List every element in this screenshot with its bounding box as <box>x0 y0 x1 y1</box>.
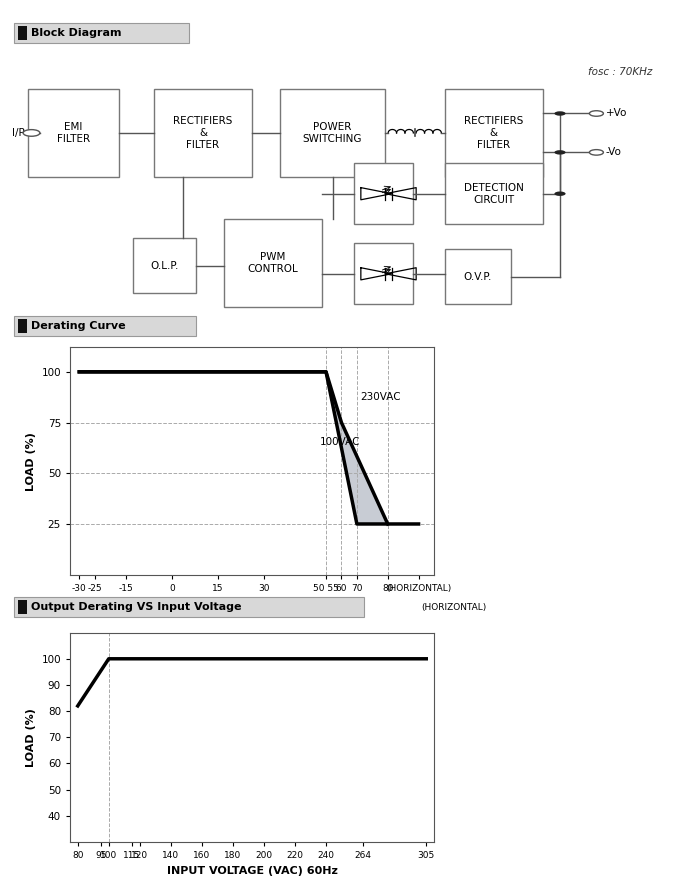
Bar <box>444 249 511 304</box>
Text: DETECTION
CIRCUIT: DETECTION CIRCUIT <box>463 183 524 205</box>
Polygon shape <box>79 372 388 524</box>
Text: Output Derating VS Input Voltage: Output Derating VS Input Voltage <box>31 601 242 612</box>
Text: 230VAC: 230VAC <box>360 392 400 402</box>
Text: POWER
SWITCHING: POWER SWITCHING <box>302 122 363 143</box>
Text: I/P: I/P <box>12 128 24 138</box>
Circle shape <box>23 129 40 136</box>
Text: RECTIFIERS
&
FILTER: RECTIFIERS & FILTER <box>174 117 232 150</box>
Bar <box>354 163 413 224</box>
X-axis label: INPUT VOLTAGE (VAC) 60Hz: INPUT VOLTAGE (VAC) 60Hz <box>167 865 337 876</box>
Text: EMI
FILTER: EMI FILTER <box>57 122 90 143</box>
Text: (HORIZONTAL): (HORIZONTAL) <box>421 603 487 612</box>
Bar <box>224 218 322 307</box>
Text: fosc : 70KHz: fosc : 70KHz <box>588 67 652 77</box>
Bar <box>154 89 252 177</box>
Text: Derating Curve: Derating Curve <box>31 321 125 331</box>
Bar <box>354 243 413 304</box>
Bar <box>444 163 542 224</box>
Bar <box>280 89 385 177</box>
Circle shape <box>554 111 566 116</box>
Y-axis label: LOAD (%): LOAD (%) <box>26 707 36 767</box>
Y-axis label: LOAD (%): LOAD (%) <box>26 431 36 491</box>
Text: 100VAC: 100VAC <box>320 437 360 447</box>
Circle shape <box>554 151 566 155</box>
Text: -Vo: -Vo <box>606 147 622 158</box>
Circle shape <box>589 150 603 155</box>
Circle shape <box>554 192 566 196</box>
Circle shape <box>589 110 603 116</box>
Text: Block Diagram: Block Diagram <box>31 28 121 38</box>
Text: PWM
CONTROL: PWM CONTROL <box>248 252 298 274</box>
Bar <box>444 89 542 177</box>
Text: O.L.P.: O.L.P. <box>150 260 178 271</box>
Text: +Vo: +Vo <box>606 109 627 119</box>
Bar <box>28 89 119 177</box>
Bar <box>133 238 196 293</box>
Text: RECTIFIERS
&
FILTER: RECTIFIERS & FILTER <box>464 117 523 150</box>
X-axis label: AMBIENT TEMPERATURE (℃): AMBIENT TEMPERATURE (℃) <box>162 598 342 609</box>
Text: O.V.P.: O.V.P. <box>463 272 492 282</box>
